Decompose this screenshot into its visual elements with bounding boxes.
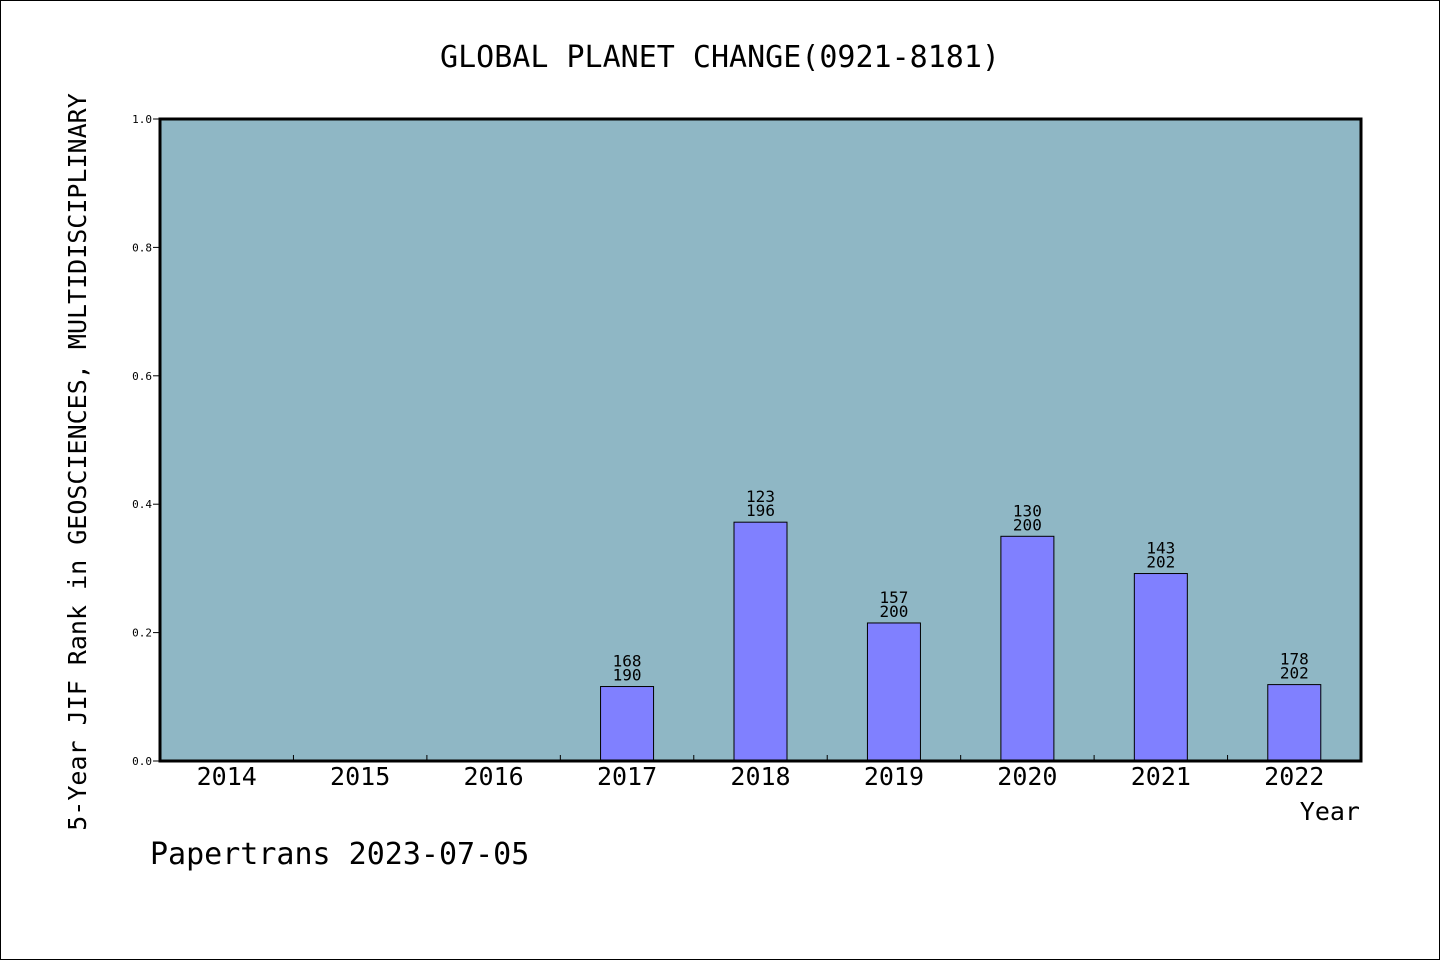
bar-label-rank: 157 bbox=[879, 588, 908, 607]
x-tick-label: 2014 bbox=[197, 762, 257, 791]
bar-label-total: 190 bbox=[613, 666, 642, 685]
x-tick-label: 2015 bbox=[330, 762, 390, 791]
bar bbox=[866, 622, 921, 762]
bar-label-rank: 130 bbox=[1013, 501, 1042, 520]
x-tick-label: 2016 bbox=[464, 762, 524, 791]
bar-label-total: 200 bbox=[879, 602, 908, 621]
x-axis-label: Year bbox=[1300, 797, 1360, 826]
bar-label-total: 196 bbox=[746, 501, 775, 520]
x-tick-label: 2020 bbox=[997, 762, 1057, 791]
y-tick-label: 1.0 bbox=[132, 113, 152, 126]
bar-label-total: 200 bbox=[1013, 515, 1042, 534]
bar bbox=[600, 686, 655, 762]
x-tick-label: 2022 bbox=[1264, 762, 1324, 791]
bar-label-rank: 178 bbox=[1280, 650, 1309, 669]
x-tick-label: 2021 bbox=[1131, 762, 1191, 791]
y-tick-label: 0.6 bbox=[132, 370, 152, 383]
footer-credit: Papertrans 2023-07-05 bbox=[150, 837, 529, 872]
bar bbox=[1267, 684, 1322, 762]
bar bbox=[733, 521, 788, 762]
bar bbox=[1000, 535, 1055, 762]
bar-label-rank: 123 bbox=[746, 487, 775, 506]
y-axis-label: 5-Year JIF Rank in GEOSCIENCES, MULTIDIS… bbox=[63, 93, 92, 831]
bar-label-rank: 143 bbox=[1146, 539, 1175, 558]
y-tick-label: 0.2 bbox=[132, 627, 152, 640]
y-tick-label: 0.4 bbox=[132, 498, 152, 511]
chart-title: GLOBAL PLANET CHANGE(0921-8181) bbox=[440, 40, 1000, 75]
bar-label-rank: 168 bbox=[613, 652, 642, 671]
plot-border bbox=[158, 117, 1363, 763]
x-tick-label: 2019 bbox=[864, 762, 924, 791]
y-tick-label: 0.0 bbox=[132, 755, 152, 768]
y-tick-label: 0.8 bbox=[132, 241, 152, 254]
bar-label-total: 202 bbox=[1146, 553, 1175, 572]
bar-label-total: 202 bbox=[1280, 664, 1309, 683]
x-tick-label: 2017 bbox=[597, 762, 657, 791]
x-tick-label: 2018 bbox=[730, 762, 790, 791]
bar bbox=[1133, 573, 1188, 762]
